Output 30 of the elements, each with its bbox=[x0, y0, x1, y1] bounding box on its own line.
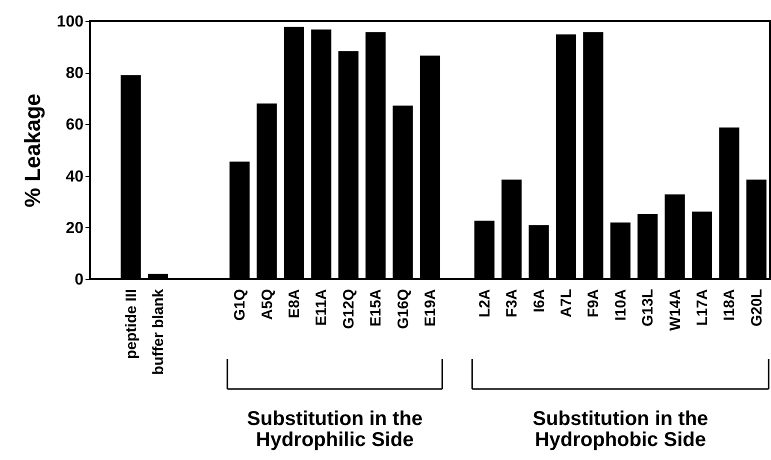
y-tick-label: 20 bbox=[66, 220, 84, 237]
text: Substitution in the Hydrophilic Side bbox=[247, 408, 423, 451]
x-tick-label: L2A bbox=[476, 288, 494, 318]
x-tick-label: A5Q bbox=[258, 288, 276, 320]
x-tick-label: I6A bbox=[530, 288, 548, 312]
x-tick-label: F3A bbox=[504, 288, 521, 318]
x-tick-label: G1Q bbox=[232, 288, 249, 321]
y-tick-label: 80 bbox=[66, 65, 84, 82]
x-tick-label: E15A bbox=[368, 288, 385, 327]
x-tick-label: E8A bbox=[286, 288, 303, 318]
x-tick-label: A7L bbox=[558, 289, 575, 318]
x-tick-label: I18A bbox=[721, 288, 738, 321]
x-tick-label: L17A bbox=[694, 288, 711, 326]
y-tick-label: 40 bbox=[66, 168, 84, 186]
x-tick-label: peptide III bbox=[122, 289, 140, 360]
x-tick-label: G16Q bbox=[394, 288, 412, 330]
x-tick-label: E19A bbox=[422, 288, 439, 327]
x-tick-label: G13L bbox=[640, 289, 657, 327]
x-tick-label: G12Q bbox=[340, 288, 358, 330]
y-tick-label: 0 bbox=[74, 272, 84, 288]
x-tick-label: F9A bbox=[585, 288, 602, 318]
text: Substitution in the Hydrophobic Side bbox=[532, 408, 708, 451]
x-tick-label: I10A bbox=[612, 288, 630, 321]
x-tick-label: G20L bbox=[748, 289, 766, 327]
x-tick-label: buffer blank bbox=[150, 288, 167, 375]
y-axis-title: % Leakage bbox=[20, 94, 45, 208]
y-tick-label: 60 bbox=[66, 116, 84, 134]
x-tick-label: W14A bbox=[666, 288, 684, 331]
y-tick-label: 100 bbox=[56, 14, 84, 30]
x-tick-label: E11A bbox=[313, 288, 330, 326]
